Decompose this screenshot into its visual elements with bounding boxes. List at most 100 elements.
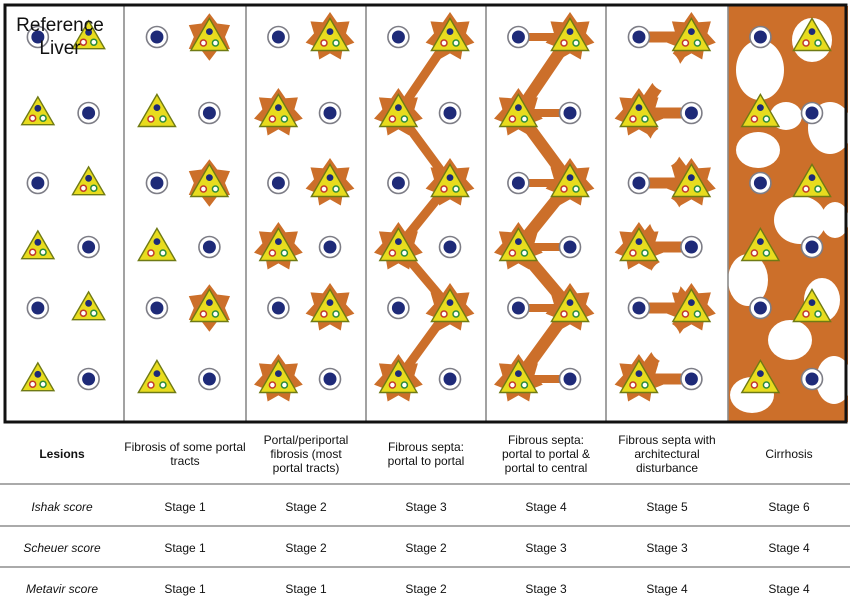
header-lesions: Lesions (39, 447, 85, 461)
bile-duct-dot (572, 310, 580, 318)
bile-duct-dot (280, 115, 289, 123)
hepatic-artery-dot (147, 249, 155, 257)
regenerative-nodule (816, 356, 848, 404)
portal-vein-dot (635, 104, 643, 111)
panel-5 (614, 12, 716, 422)
nodule-space (649, 261, 682, 301)
hepatic-artery-dot (750, 249, 759, 257)
bile-duct-dot (520, 381, 529, 389)
bile-duct-dot (211, 310, 220, 318)
central-vein (202, 106, 216, 120)
ishak-value: Stage 5 (646, 500, 688, 514)
portal-vein-dot (395, 104, 402, 111)
bile-duct-dot (332, 310, 340, 318)
portal-vein-dot (566, 28, 574, 35)
hepatic-artery-dot (681, 310, 690, 318)
portal-vein-dot (395, 238, 402, 246)
bile-duct-dot (280, 381, 289, 389)
regenerative-nodule (770, 102, 802, 130)
bile-duct-dot (159, 249, 167, 257)
bile-duct-dot (280, 249, 289, 257)
header-stage-periportal: Portal/periportal fibrosis (most portal … (263, 433, 349, 475)
central-vein (805, 106, 819, 120)
portal-vein-dot (153, 104, 161, 111)
header-stage-portal-portal: Fibrous septa: portal to portal (387, 440, 465, 468)
bile-duct-dot (520, 249, 529, 257)
hepatic-artery-dot (79, 38, 88, 46)
bile-duct-dot (39, 114, 47, 122)
central-vein (511, 30, 525, 44)
panel-0 (20, 19, 106, 392)
bile-duct-dot (641, 381, 649, 389)
portal-vein-dot (275, 104, 282, 111)
portal-vein-dot (206, 28, 213, 35)
bile-duct-dot (452, 310, 460, 318)
portal-vein-dot (808, 28, 816, 35)
header-stage-portal-central: Fibrous septa: portal to portal & portal… (501, 433, 591, 475)
bile-duct-dot (90, 184, 98, 192)
central-vein (443, 106, 457, 120)
bile-duct-dot (762, 381, 771, 389)
hepatic-artery-dot (79, 184, 88, 192)
bile-duct-dot (693, 185, 702, 193)
hepatic-artery-dot (268, 381, 277, 389)
portal-vein-dot (515, 104, 522, 111)
hepatic-artery-dot (28, 114, 37, 122)
central-vein (391, 30, 405, 44)
header-stage-cirrhosis: Cirrhosis (765, 447, 813, 461)
hepatic-artery-dot (199, 185, 208, 193)
hepatic-artery-dot (508, 249, 517, 257)
panel-1 (137, 13, 230, 394)
central-vein (271, 176, 285, 190)
nodule-space (649, 197, 682, 237)
hepatic-artery-dot (388, 115, 397, 123)
portal-vein-dot (34, 104, 42, 112)
hepatic-artery-dot (28, 380, 37, 388)
bile-duct-dot (159, 381, 167, 389)
central-vein (632, 301, 646, 315)
hepatic-artery-dot (199, 310, 208, 318)
portal-vein-dot (688, 174, 695, 182)
bile-duct-dot (641, 115, 649, 123)
panel-2 (254, 12, 355, 402)
metavir-value: Stage 1 (164, 582, 206, 596)
portal-vein-dot (446, 299, 454, 306)
bile-duct-dot (159, 115, 167, 123)
bile-duct-dot (90, 309, 98, 317)
central-vein (82, 106, 96, 120)
panel-6 (728, 6, 848, 422)
regenerative-nodule (821, 202, 848, 238)
hepatic-artery-dot (802, 39, 810, 47)
central-vein (323, 106, 337, 120)
portal-vein-dot (808, 174, 816, 182)
central-vein (150, 30, 164, 44)
hepatic-artery-dot (560, 185, 568, 193)
hepatic-artery-dot (681, 39, 690, 47)
central-vein (563, 240, 577, 254)
hepatic-artery-dot (440, 310, 448, 318)
central-vein (271, 301, 285, 315)
hepatic-artery-dot (440, 185, 448, 193)
central-vein (563, 106, 577, 120)
nodule-space (649, 322, 682, 362)
portal-vein-dot (757, 370, 764, 377)
header-stage-some-portal: Fibrosis of some portal tracts (124, 440, 246, 468)
bile-duct-dot (211, 39, 220, 47)
bile-duct-dot (39, 380, 47, 388)
panel-4 (494, 12, 595, 402)
central-vein (31, 176, 45, 190)
central-vein (391, 301, 405, 315)
bile-duct-dot (90, 38, 98, 46)
bile-duct-dot (211, 185, 220, 193)
bile-duct-dot (814, 39, 822, 47)
ishak-value: Stage 3 (405, 500, 447, 514)
central-vein (632, 176, 646, 190)
central-vein (82, 372, 96, 386)
hepatic-artery-dot (199, 39, 208, 47)
portal-vein-dot (688, 28, 695, 35)
portal-vein-dot (515, 370, 522, 377)
central-vein (753, 176, 767, 190)
central-vein (82, 240, 96, 254)
reference-title-line-1: Reference (16, 15, 104, 36)
